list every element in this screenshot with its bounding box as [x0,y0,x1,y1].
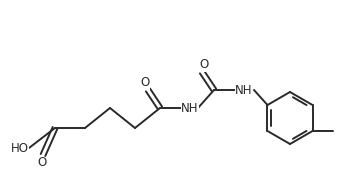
Text: NH: NH [235,84,253,97]
Text: HO: HO [11,142,29,154]
Text: O: O [140,77,150,90]
Text: NH: NH [181,101,199,115]
Text: O: O [37,156,47,170]
Text: O: O [199,59,209,71]
